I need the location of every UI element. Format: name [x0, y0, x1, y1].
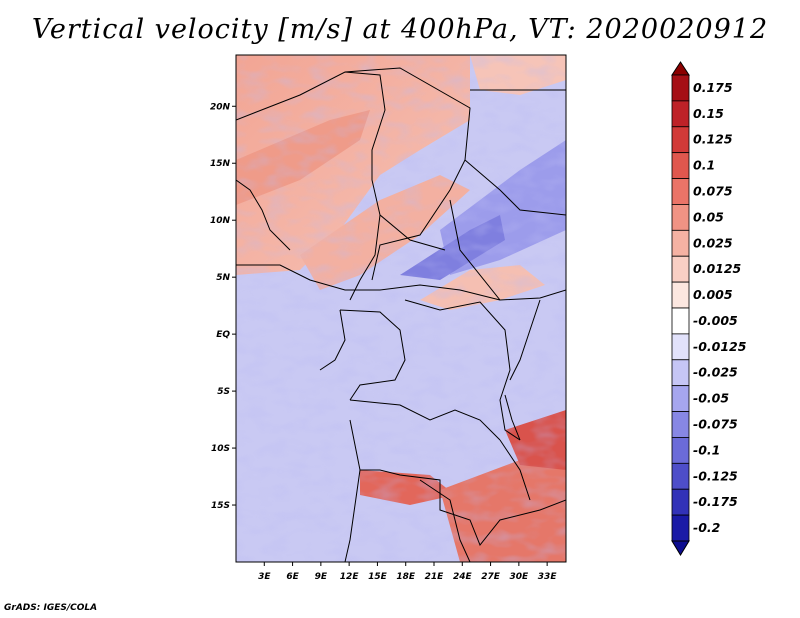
x-tick-label: 6E: [286, 572, 299, 582]
y-tick-label: 10N: [210, 216, 231, 226]
x-tick-label: 21E: [425, 572, 445, 582]
colorbar-label: 0.175: [693, 80, 733, 95]
colorbar-swatch: [672, 230, 689, 256]
x-tick-label: 18E: [396, 572, 416, 582]
x-tick-label: 12E: [340, 572, 360, 582]
colorbar-swatch: [672, 101, 689, 127]
colorbar-swatch: [672, 204, 689, 230]
colorbar-swatch: [672, 282, 689, 308]
colorbar-swatch: [672, 127, 689, 153]
colorbar-swatch: [672, 256, 689, 282]
x-tick-label: 30E: [510, 572, 530, 582]
colorbar-label: 0.05: [693, 209, 724, 224]
colorbar-label: -0.075: [693, 417, 738, 432]
x-tick-label: 3E: [258, 572, 271, 582]
colorbar-label: 0.15: [693, 106, 724, 121]
colorbar-label: 0.025: [693, 235, 733, 250]
x-tick-label: 9E: [315, 572, 328, 582]
y-tick-label: 15N: [210, 159, 231, 169]
colorbar-label: 0.0125: [693, 261, 742, 276]
y-tick-label: 5N: [216, 273, 230, 283]
chart-svg: 3E 6E 9E 12E 15E 18E 21E 24E 27E 30E 33E 20N 15N 10N…: [0, 0, 800, 618]
x-tick-label: 15E: [368, 572, 388, 582]
x-axis: 3E 6E 9E 12E 15E 18E 21E 24E 27E 30E 33E: [258, 562, 557, 582]
colorbar-label: -0.05: [693, 391, 729, 406]
colorbar-label: -0.2: [693, 520, 720, 535]
colorbar-swatch: [672, 75, 689, 101]
y-tick-label: 15S: [211, 501, 230, 511]
colorbar-swatch: [672, 334, 689, 360]
colorbar-label: 0.005: [693, 287, 733, 302]
colorbar-swatch: [672, 489, 689, 515]
colorbar-label: -0.0125: [693, 339, 747, 354]
colorbar-label: 0.1: [693, 158, 715, 173]
field-noise: [236, 55, 566, 562]
colorbar-under-arrow: [672, 541, 689, 555]
x-tick-label: 27E: [481, 572, 501, 582]
grads-credit: GrADS: IGES/COLA: [4, 603, 97, 613]
colorbar-label: -0.005: [693, 313, 738, 328]
colorbar-swatch: [672, 437, 689, 463]
colorbar-swatch: [672, 308, 689, 334]
y-axis: 20N 15N 10N 5N EQ 5S 10S 15S: [210, 102, 236, 511]
colorbar-swatch: [672, 153, 689, 179]
colorbar-swatch: [672, 386, 689, 412]
colorbar-swatch: [672, 515, 689, 541]
colorbar-label: -0.125: [693, 468, 738, 483]
colorbar-label: 0.125: [693, 132, 733, 147]
y-tick-label: EQ: [216, 330, 230, 340]
colorbar-over-arrow: [672, 62, 689, 75]
colorbar-swatch: [672, 412, 689, 438]
map-field: [236, 55, 566, 562]
colorbar: 0.175 0.15 0.125 0.1 0.075 0.05 0.025 0.0125 0.0…: [672, 62, 747, 555]
colorbar-swatch: [672, 179, 689, 205]
y-tick-label: 20N: [210, 102, 231, 112]
x-tick-label: 33E: [538, 572, 558, 582]
colorbar-label: -0.025: [693, 365, 738, 380]
colorbar-label: -0.1: [693, 442, 720, 457]
colorbar-label: 0.075: [693, 184, 733, 199]
y-tick-label: 10S: [211, 444, 230, 454]
colorbar-swatch: [672, 463, 689, 489]
x-tick-label: 24E: [453, 572, 473, 582]
y-tick-label: 5S: [217, 387, 230, 397]
colorbar-label: -0.175: [693, 494, 738, 509]
colorbar-swatch: [672, 360, 689, 386]
